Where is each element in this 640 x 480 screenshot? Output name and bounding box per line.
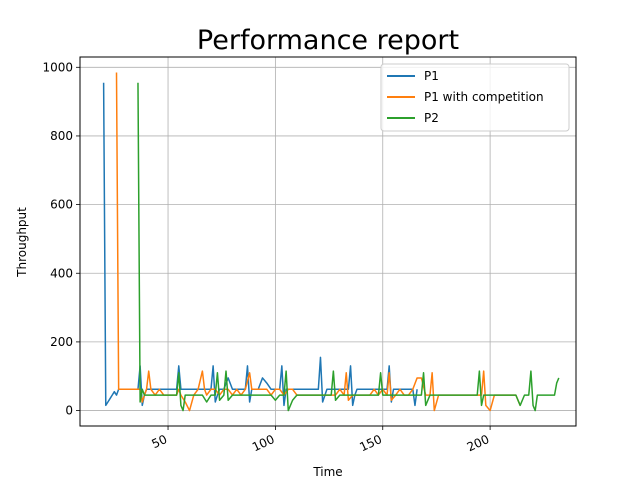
y-tick-label: 200 bbox=[50, 335, 73, 349]
plot-area-frame bbox=[79, 56, 577, 427]
legend-label-p1: P1 bbox=[424, 69, 439, 83]
series-lines bbox=[102, 72, 560, 412]
legend-label-p2: P2 bbox=[424, 111, 439, 125]
y-axis-label: Throughput bbox=[15, 207, 29, 278]
legend-frame bbox=[380, 63, 570, 132]
legend-label-p1-with-competition: P1 with competition bbox=[424, 90, 544, 104]
x-tick-label: 50 bbox=[150, 432, 170, 451]
x-axis-label: Time bbox=[312, 465, 342, 479]
y-tick-label: 1000 bbox=[42, 60, 73, 74]
y-tick-label: 800 bbox=[50, 129, 73, 143]
y-tick-label: 600 bbox=[50, 198, 73, 212]
series-line-p2 bbox=[137, 82, 560, 412]
y-tick-label: 400 bbox=[50, 266, 73, 280]
y-tick-label: 0 bbox=[65, 404, 73, 418]
legend: P1 P1 with competition P2 bbox=[380, 63, 570, 132]
chart-title: Performance report bbox=[197, 25, 459, 56]
